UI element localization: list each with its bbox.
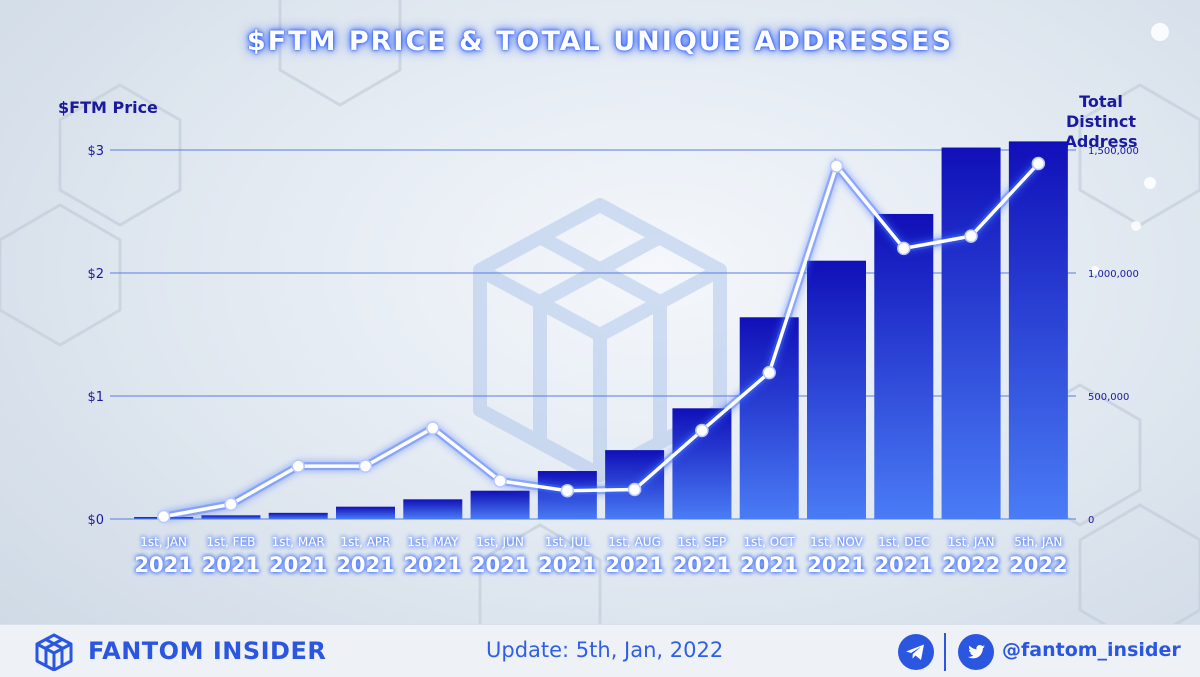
- x-tick-label-year: 2021: [673, 553, 731, 577]
- twitter-icon[interactable]: [958, 634, 994, 670]
- telegram-icon[interactable]: [898, 634, 934, 670]
- bar: [1008, 141, 1068, 519]
- update-date: Update: 5th, Jan, 2022: [486, 638, 724, 662]
- bar: [268, 512, 328, 519]
- price-point: [829, 159, 844, 173]
- x-tick-label-date: 1st, MAR: [272, 535, 325, 549]
- right-axis-title-line2: Address: [1064, 132, 1138, 151]
- price-point: [1031, 156, 1046, 171]
- x-tick-label-year: 2021: [269, 553, 327, 577]
- price-point: [358, 459, 373, 473]
- x-tick-label-year: 2021: [740, 553, 798, 577]
- x-tick-label-date: 1st, JAN: [948, 535, 995, 549]
- price-point: [964, 229, 978, 243]
- bar: [941, 147, 1001, 520]
- x-tick-label-date: 1st, APR: [340, 535, 390, 549]
- price-point: [224, 497, 238, 511]
- twitter-handle[interactable]: @fantom_insider: [1002, 639, 1181, 661]
- x-tick-label-year: 2021: [336, 553, 394, 577]
- x-tick-label-year: 2021: [605, 553, 663, 577]
- brand-name: FANTOM INSIDER: [88, 637, 327, 665]
- price-point: [695, 423, 709, 438]
- x-tick-label-date: 5th, JAN: [1014, 535, 1062, 549]
- x-axis-labels: 1st, JAN 2021 1st, FEB 2021 1st, MAR 2021 1st,…: [134, 535, 1067, 577]
- x-tick-label-year: 2022: [1009, 553, 1067, 577]
- price-point: [156, 509, 171, 524]
- right-tick-label: 1,000,000: [1088, 269, 1139, 280]
- x-tick-label-year: 2021: [471, 553, 529, 577]
- price-point: [897, 241, 911, 256]
- x-tick-label-year: 2022: [942, 553, 1000, 577]
- price-point: [426, 421, 440, 435]
- price-line: [163, 162, 1040, 519]
- axis-ticks: $0 0 $1 500,000 $2 1,000,000 $3 1,500,000: [87, 144, 1138, 528]
- bar: [336, 506, 395, 519]
- price-point: [291, 459, 305, 473]
- right-axis-title-line1: Total Distinct: [1066, 92, 1136, 131]
- right-tick-label: 1,500,000: [1088, 146, 1139, 157]
- bar: [470, 490, 530, 519]
- left-axis-title: $FTM Price: [58, 98, 158, 117]
- x-tick-label-date: 1st, AUG: [608, 535, 661, 549]
- price-point: [560, 483, 575, 498]
- x-tick-label-year: 2021: [538, 553, 596, 577]
- fantom-cube-logo-icon: [35, 633, 73, 671]
- bar: [874, 213, 934, 519]
- bar: [201, 515, 261, 519]
- x-tick-label-date: 1st, OCT: [744, 535, 796, 549]
- bar: [403, 499, 463, 519]
- bar: [807, 260, 866, 519]
- x-tick-label-date: 1st, MAY: [407, 535, 459, 549]
- x-tick-label-year: 2021: [875, 553, 933, 577]
- left-tick-label: $3: [87, 144, 104, 159]
- price-point: [493, 474, 507, 488]
- footer-separator: [944, 633, 946, 671]
- x-tick-label-date: 1st, JAN: [140, 535, 187, 549]
- x-tick-label-year: 2021: [807, 553, 865, 577]
- price-point: [627, 482, 642, 497]
- x-tick-label-date: 1st, JUN: [476, 535, 524, 549]
- x-tick-label-date: 1st, FEB: [206, 535, 255, 549]
- price-point: [762, 365, 776, 380]
- footer-bar: FANTOM INSIDER Update: 5th, Jan, 2022 @f…: [0, 624, 1200, 677]
- left-tick-label: $1: [87, 390, 104, 405]
- left-tick-label: $2: [87, 267, 104, 282]
- left-tick-label: $0: [87, 513, 104, 528]
- combo-chart: $0 0 $1 500,000 $2 1,000,000 $3 1,500,000 1st, …: [87, 141, 1139, 577]
- chart-title: $FTM PRICE & TOTAL UNIQUE ADDRESSES: [246, 26, 954, 57]
- x-tick-label-date: 1st, NOV: [810, 535, 863, 549]
- x-tick-label-year: 2021: [404, 553, 462, 577]
- watermark-cube-icon: [473, 198, 727, 482]
- x-tick-label-date: 1st, SEP: [678, 535, 727, 549]
- x-tick-label-year: 2021: [202, 553, 260, 577]
- right-tick-label: 500,000: [1088, 392, 1129, 403]
- x-tick-label-date: 1st, JUL: [545, 535, 591, 549]
- right-axis-title: Total Distinct Address: [1046, 92, 1156, 152]
- right-tick-label: 0: [1088, 515, 1094, 526]
- bar: [739, 317, 799, 519]
- x-tick-label-year: 2021: [134, 553, 192, 577]
- bar-series: [134, 141, 1068, 520]
- price-line-series: [156, 156, 1046, 524]
- x-tick-label-date: 1st, DEC: [878, 535, 929, 549]
